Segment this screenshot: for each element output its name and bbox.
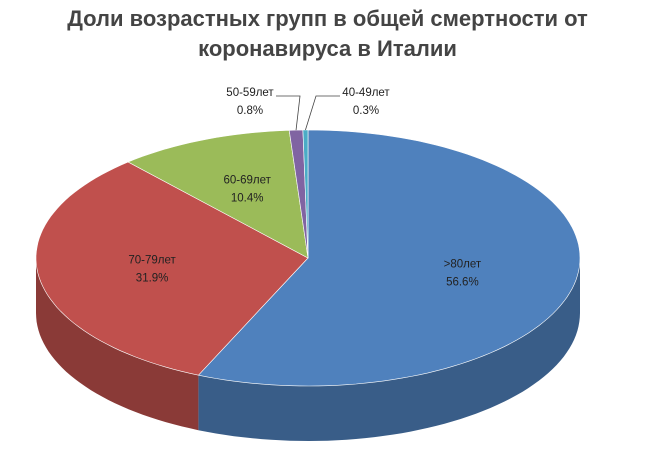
- value-label: 56.6%: [446, 276, 479, 288]
- value-label: 0.3%: [353, 105, 379, 117]
- slice-top: [35, 161, 309, 376]
- slice: [197, 129, 581, 441]
- slice-label: 70-79лет: [128, 254, 176, 266]
- value-label: 10.4%: [231, 193, 264, 205]
- slice-label: 50-59лет: [226, 87, 274, 99]
- slice-label: 40-49лет: [342, 87, 390, 99]
- slice-side: [198, 258, 580, 441]
- slice: [302, 129, 309, 259]
- value-label: 31.9%: [136, 272, 169, 284]
- slice-label: 60-69лет: [223, 175, 271, 187]
- slice-label: >80лет: [444, 258, 482, 270]
- slice: [35, 161, 309, 431]
- leader-line: [276, 95, 301, 131]
- value-label: 0.8%: [237, 105, 263, 117]
- slice-side: [36, 258, 199, 431]
- slice-top: [302, 129, 309, 259]
- slice-top: [127, 129, 309, 259]
- chart-title: Доли возрастных групп в общей смертности…: [67, 6, 588, 61]
- slice: [127, 129, 309, 259]
- slice-top: [197, 129, 581, 387]
- leader-line: [305, 95, 340, 131]
